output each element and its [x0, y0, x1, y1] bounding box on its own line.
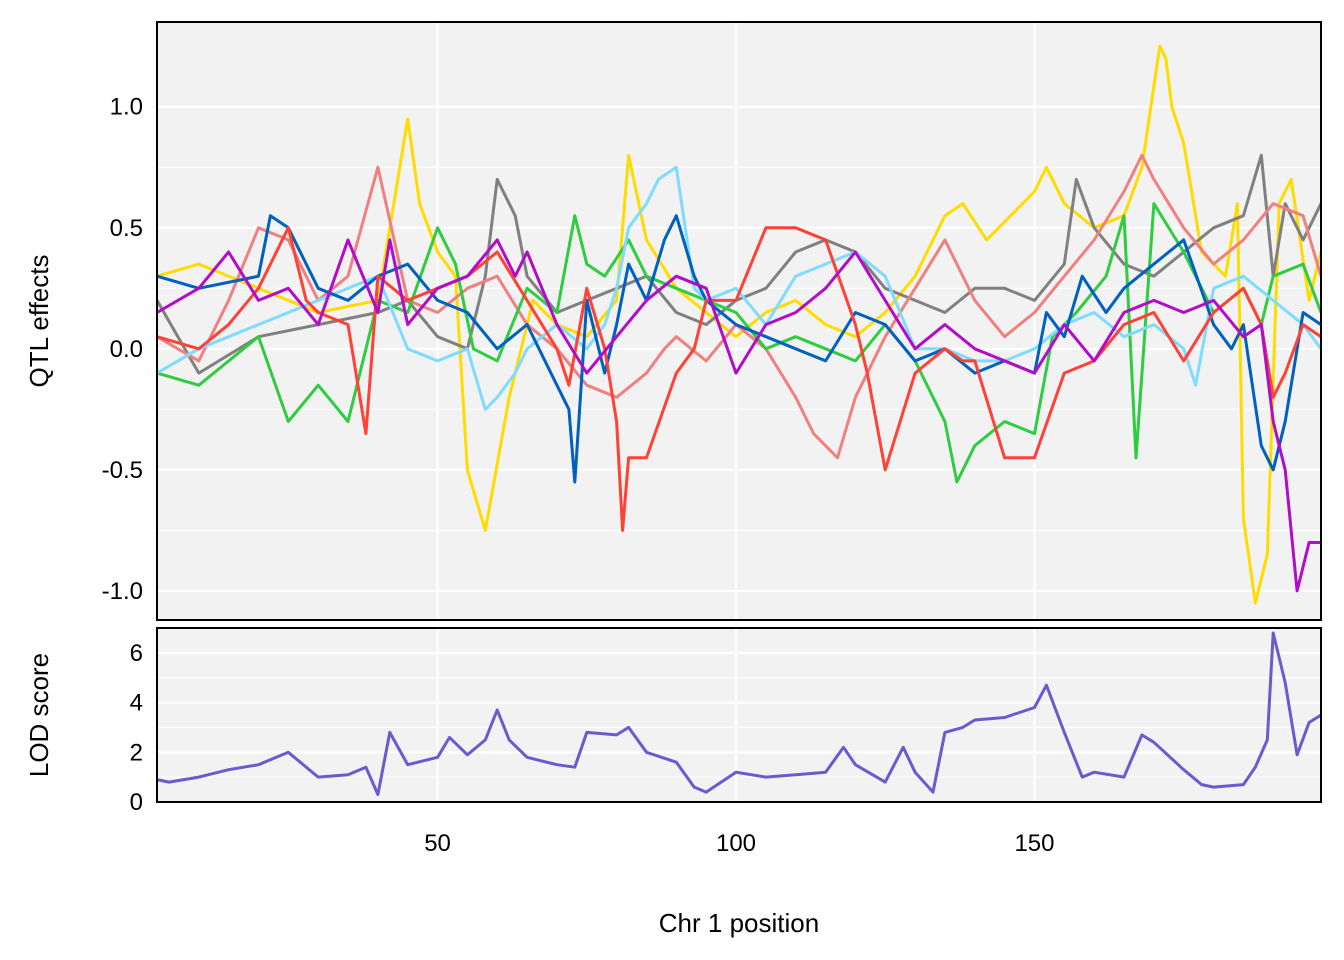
top-panel-border	[156, 21, 1322, 621]
top-y-axis-label: QTL effects	[24, 255, 54, 388]
y-tick-label: 1.0	[110, 94, 143, 121]
y-tick-label: 0	[130, 789, 143, 816]
x-axis-label: Chr 1 position	[659, 908, 819, 938]
y-tick-label: 6	[130, 640, 143, 667]
top-y-ticks: 1.0 0.5 0.0 -0.5 -1.0	[102, 94, 143, 605]
qtl-effect-line-7	[156, 226, 1322, 532]
x-tick-label: 100	[716, 830, 756, 857]
y-tick-label: -0.5	[102, 457, 143, 484]
lod-score-series	[156, 631, 1322, 796]
top-panel-background	[157, 22, 1321, 620]
bottom-y-axis-label: LOD score	[24, 653, 54, 777]
x-ticks: 50 100 150	[424, 830, 1054, 857]
qtl-effect-line-8	[156, 238, 1321, 593]
bottom-panel-border	[156, 627, 1322, 803]
qtl-effect-line-2	[155, 153, 1323, 375]
x-tick-label: 150	[1014, 830, 1054, 857]
lod-score-line	[156, 631, 1322, 796]
y-tick-label: 2	[130, 739, 143, 766]
top-panel: 1.0 0.5 0.0 -0.5 -1.0 QTL effects	[24, 21, 1323, 621]
qtl-effect-series	[155, 44, 1323, 605]
y-tick-label: 0.0	[110, 336, 143, 363]
y-tick-label: 4	[130, 690, 143, 717]
bottom-panel: 0 2 4 6 50 100 150 LOD score Chr 1 position	[24, 627, 1322, 938]
qtl-effect-line-6	[156, 214, 1322, 484]
y-tick-label: -1.0	[102, 578, 143, 605]
x-tick-label: 50	[424, 830, 451, 857]
qtl-effect-line-5	[156, 165, 1323, 411]
bottom-y-ticks: 0 2 4 6	[130, 640, 143, 816]
y-tick-label: 0.5	[110, 215, 143, 242]
